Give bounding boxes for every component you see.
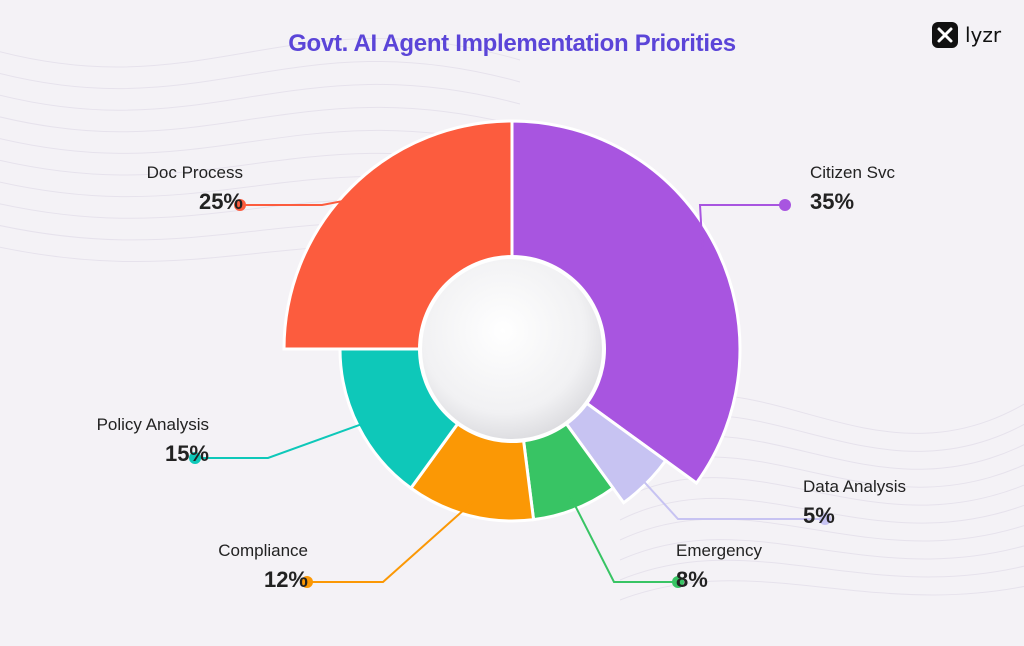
brand-logo: lyzr	[932, 21, 1001, 49]
category-label: Compliance	[218, 541, 308, 560]
marker-citizen-svc	[779, 199, 791, 211]
percent-label: 8%	[676, 567, 708, 592]
label-emergency: Emergency 8%	[676, 541, 762, 593]
marker-doc-process	[234, 199, 246, 211]
percent-label: 5%	[803, 503, 835, 528]
connector-citizen-svc	[698, 204, 785, 252]
category-label: Citizen Svc	[810, 163, 896, 182]
brand-name: lyzr	[965, 23, 1002, 47]
percent-label: 25%	[198, 189, 243, 214]
chart-title: Govt. AI Agent Implementation Priorities	[288, 30, 736, 57]
label-citizen-svc: Citizen Svc 35%	[810, 163, 895, 215]
connector-doc-process	[240, 196, 361, 206]
connector-data-analysis	[635, 472, 825, 520]
percent-label: 15%	[164, 441, 209, 466]
category-label: Data Analysis	[803, 477, 906, 496]
category-label: Doc Process	[146, 163, 243, 182]
label-policy-analysis: Policy Analysis 15%	[97, 415, 209, 467]
category-label: Policy Analysis	[96, 415, 209, 434]
percent-label: 12%	[263, 567, 308, 592]
marker-compliance	[301, 576, 313, 588]
lyzr-logo-icon	[932, 22, 958, 48]
category-label: Emergency	[676, 541, 762, 560]
label-compliance: Compliance 12%	[218, 541, 308, 593]
connector-emergency	[569, 495, 678, 583]
connector-compliance	[307, 501, 474, 583]
slice-citizen-svc	[510, 119, 742, 486]
percent-label: 35%	[810, 189, 855, 214]
donut-hole	[422, 259, 602, 439]
marker-emergency	[672, 576, 684, 588]
label-data-analysis: Data Analysis 5%	[803, 477, 906, 529]
marker-policy-analysis	[189, 452, 201, 464]
marker-data-analysis	[819, 513, 831, 525]
label-doc-process: Doc Process 25%	[147, 163, 243, 215]
connector-policy-analysis	[195, 419, 372, 459]
